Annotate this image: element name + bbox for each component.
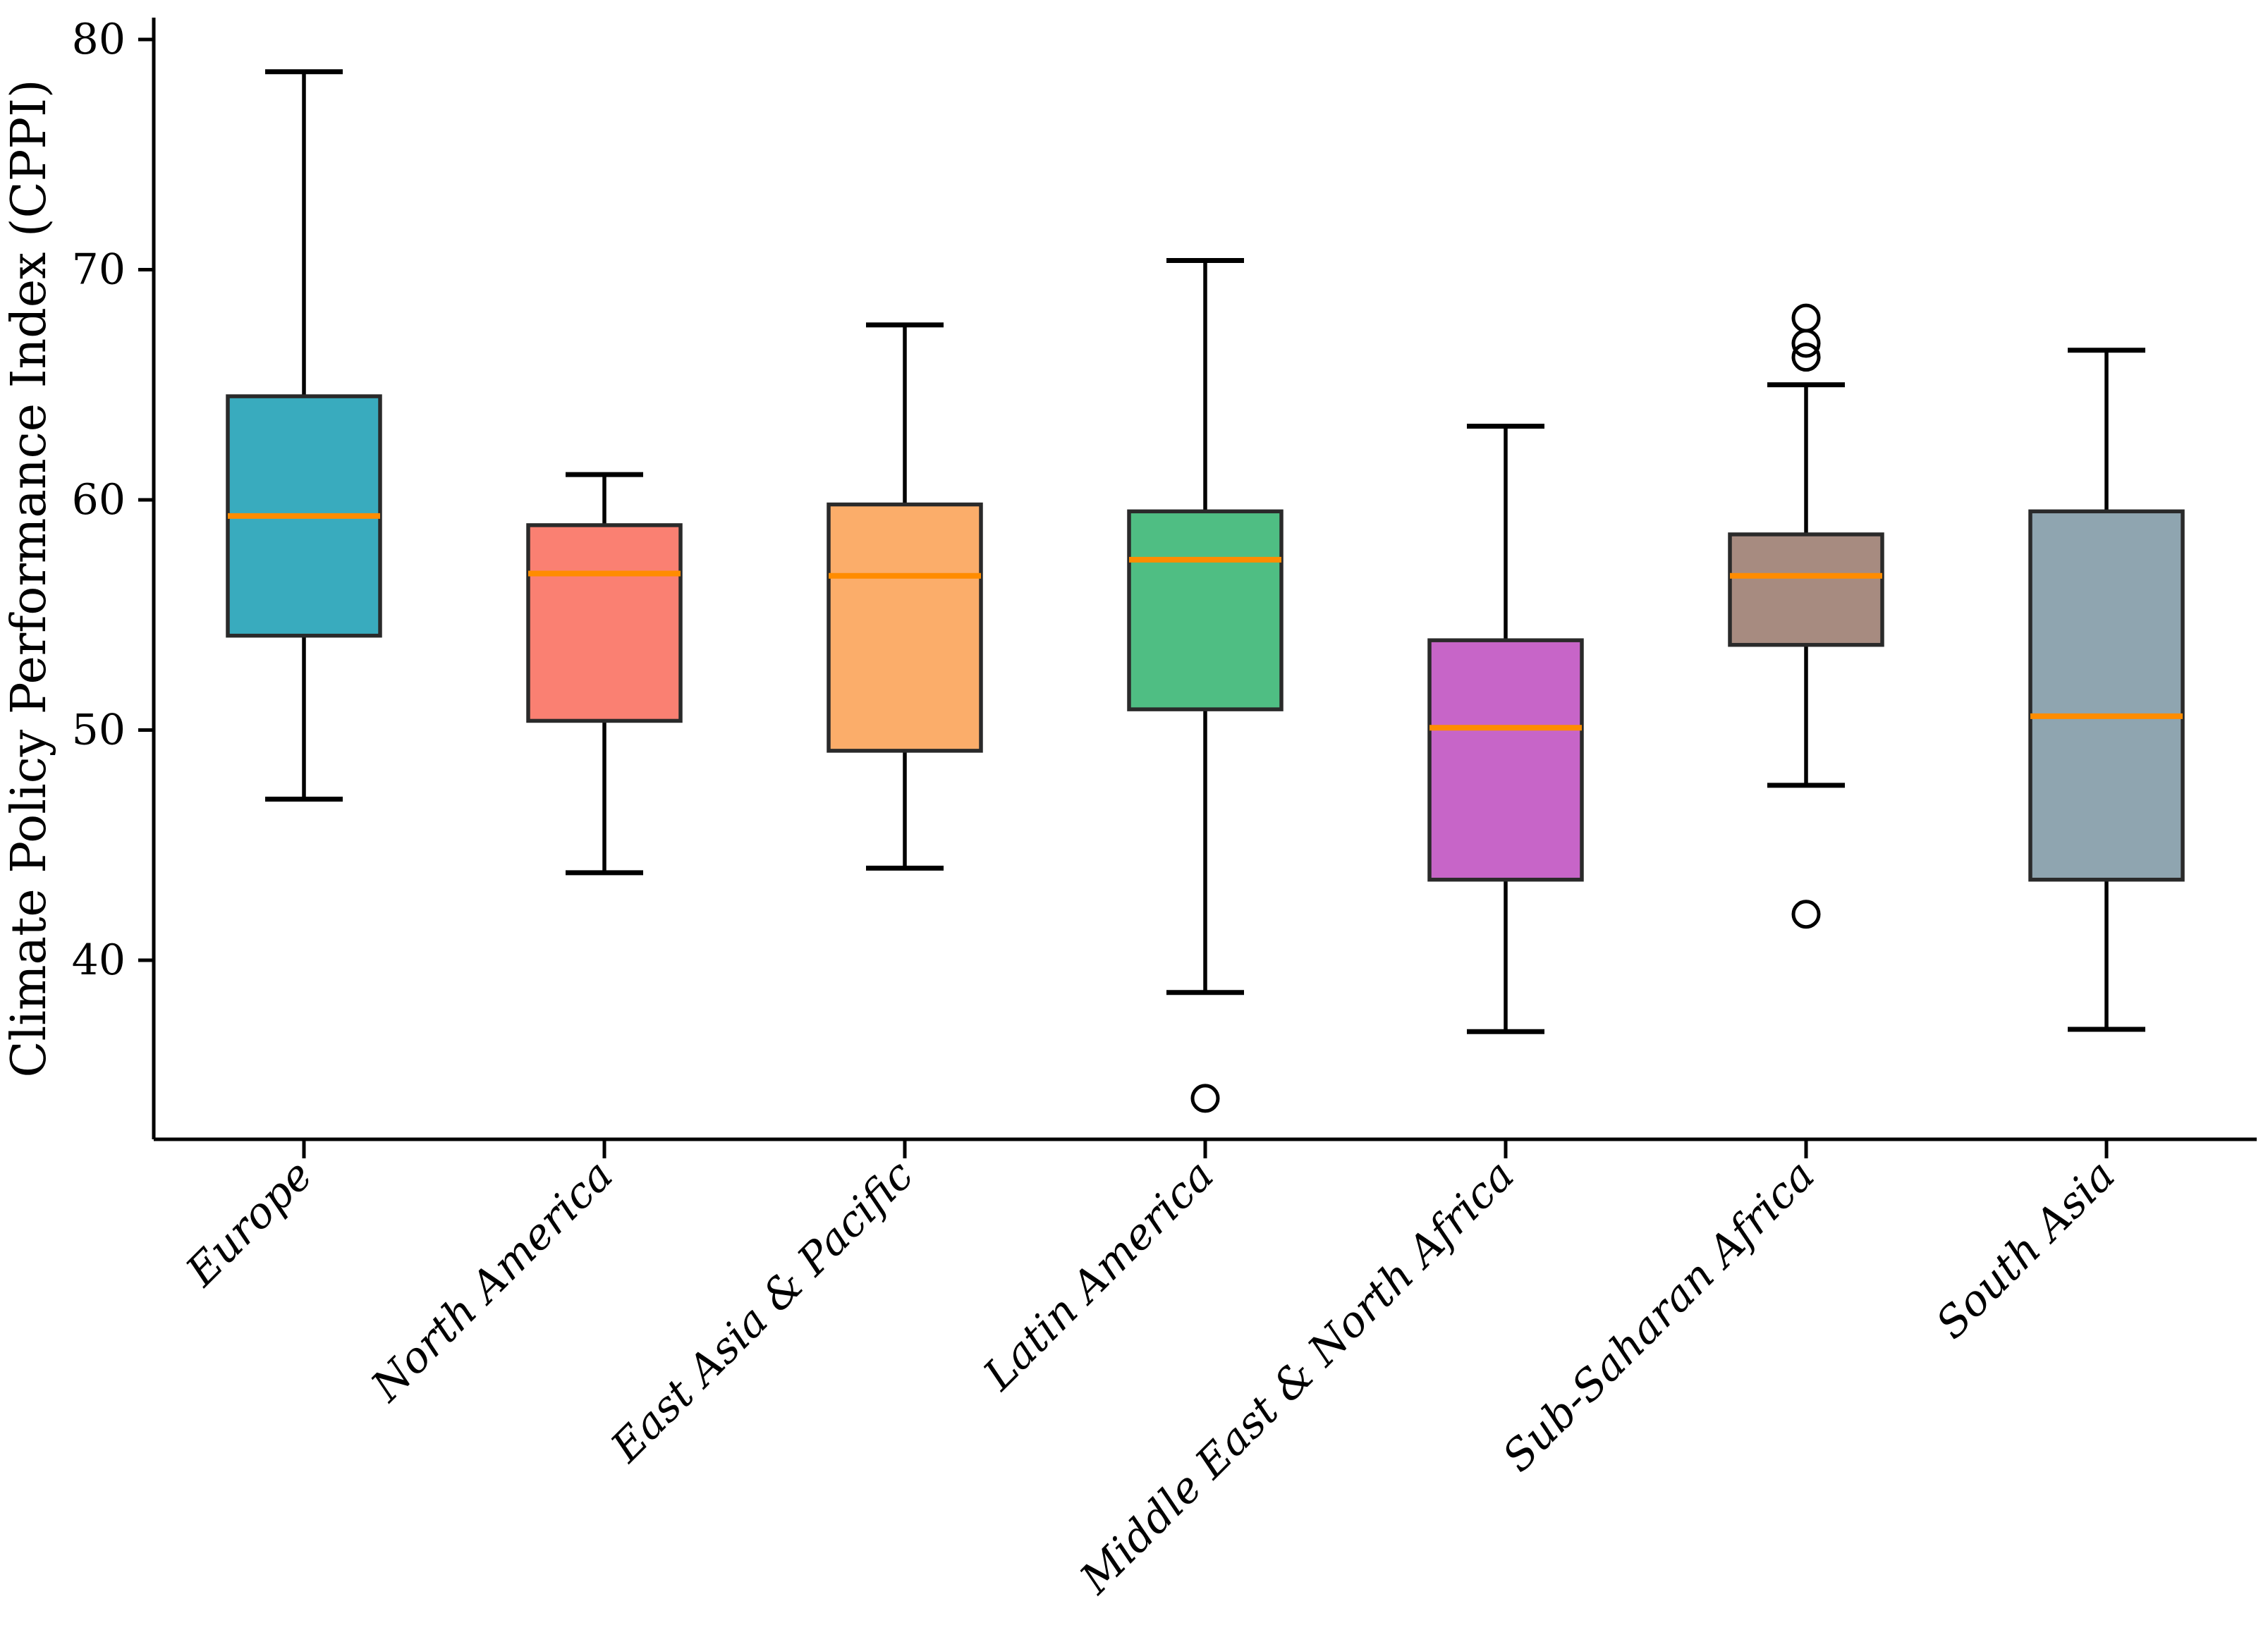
outlier-sub-saharan-africa-2: [1791, 343, 1821, 372]
x-tick-label-south-asia: South Asia: [1927, 1151, 2125, 1349]
x-tick-label-north-america: North America: [361, 1151, 623, 1412]
box-north-america: [526, 523, 683, 723]
box-latin-america: [1127, 509, 1284, 711]
y-tick-label-80: 80: [72, 15, 126, 64]
box-south-asia: [2028, 509, 2185, 882]
outlier-sub-saharan-africa-1: [1791, 329, 1821, 358]
box-middle-east-north-africa: [1427, 638, 1584, 882]
x-tick-label-east-asia-pacific: East Asia & Pacific: [601, 1151, 922, 1472]
y-tick-label-40: 40: [72, 936, 126, 985]
x-tick-label-sub-saharan-africa: Sub-Saharan Africa: [1493, 1151, 1824, 1481]
x-tick-label-europe: Europe: [176, 1151, 322, 1297]
outlier-latin-america-0: [1190, 1084, 1220, 1113]
box-east-asia-pacific: [827, 502, 983, 753]
outlier-sub-saharan-africa-3: [1791, 900, 1821, 929]
x-tick-label-latin-america: Latin America: [974, 1151, 1224, 1400]
outlier-sub-saharan-africa-0: [1791, 303, 1821, 333]
y-tick-label-70: 70: [72, 245, 126, 295]
box-sub-saharan-africa: [1728, 532, 1884, 647]
y-tick-label-50: 50: [72, 706, 126, 755]
y-axis-title: Climate Policy Performance Index (CPPI): [1, 80, 57, 1078]
y-tick-label-60: 60: [72, 475, 126, 525]
